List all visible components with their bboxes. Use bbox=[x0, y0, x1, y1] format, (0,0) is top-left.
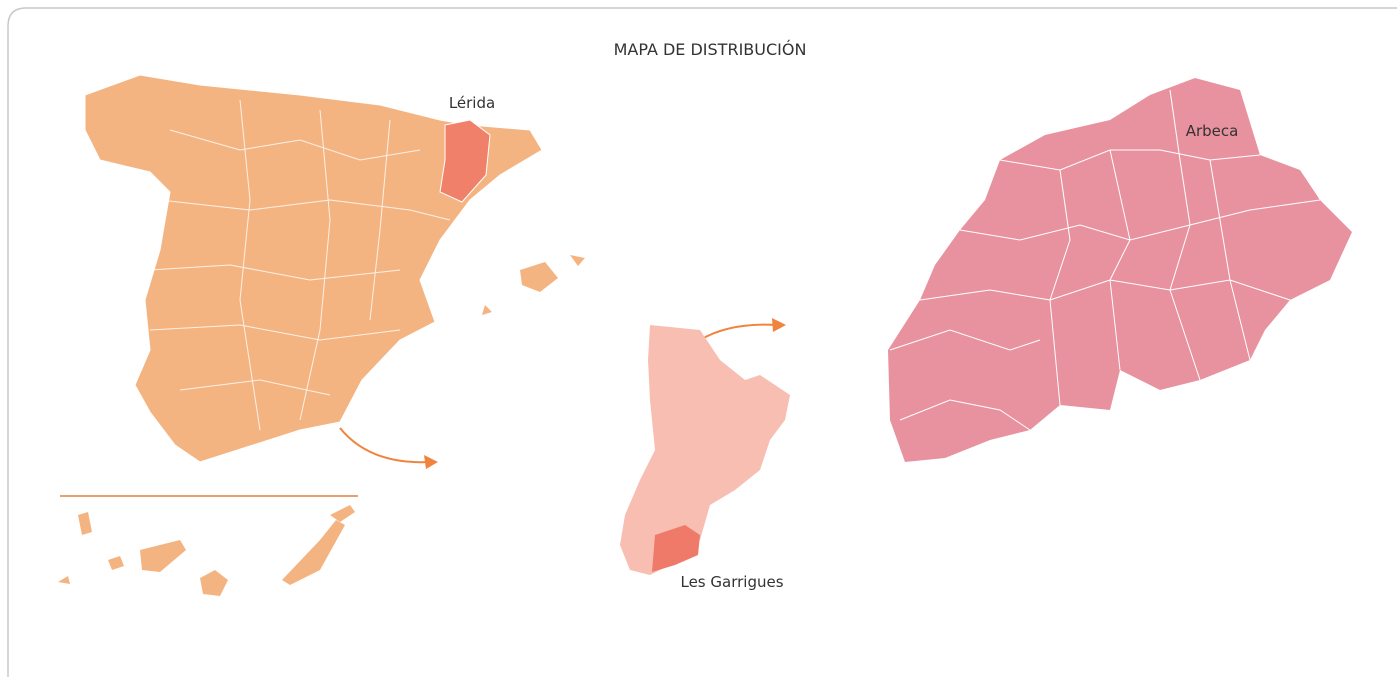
town-label: Arbeca bbox=[1186, 122, 1239, 140]
canary-islands bbox=[58, 505, 355, 596]
map-card: MAPA DE DISTRIBUCIÓN Lérida Les Garrigue… bbox=[0, 0, 1397, 677]
lleida-map bbox=[620, 325, 790, 575]
province-label: Lérida bbox=[449, 94, 495, 112]
page: MAPA DE DISTRIBUCIÓN Lérida Les Garrigue… bbox=[0, 0, 1397, 677]
arrowhead bbox=[772, 318, 786, 332]
title: MAPA DE DISTRIBUCIÓN bbox=[614, 40, 807, 59]
spain-map bbox=[85, 75, 585, 462]
county-label: Les Garrigues bbox=[680, 573, 783, 591]
garrigues-map bbox=[888, 78, 1352, 462]
arrowhead bbox=[424, 455, 438, 469]
